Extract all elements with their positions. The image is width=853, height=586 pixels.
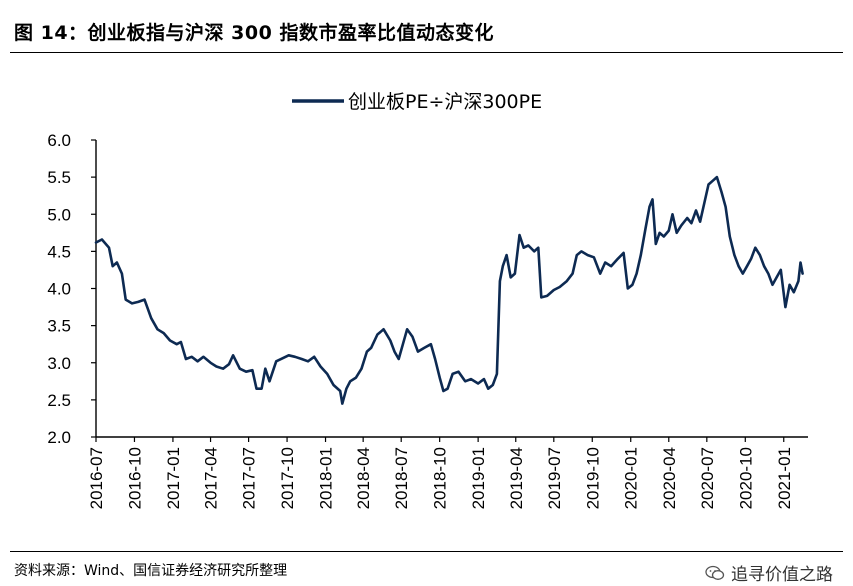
x-tick-label: 2019-04: [507, 447, 526, 509]
y-tick-label: 2.5: [47, 391, 71, 410]
x-tick-label: 2020-04: [660, 447, 679, 509]
legend-label: 创业板PE÷沪深300PE: [348, 91, 542, 113]
x-tick-label: 2020-10: [736, 447, 755, 509]
plot-area: [94, 175, 804, 405]
axes: [91, 139, 808, 442]
x-tick-label: 2021-01: [775, 447, 794, 509]
y-tick-label: 3.5: [47, 317, 71, 336]
wechat-icon: [705, 565, 725, 580]
y-axis-tick-labels: 2.0 2.5 3.0 3.5 4.0 4.5 5.0 5.5 6.0: [47, 131, 71, 447]
watermark-text: 追寻价值之路: [731, 565, 833, 585]
watermark: 追寻价值之路: [705, 560, 833, 585]
x-tick-label: 2020-07: [698, 447, 717, 509]
x-tick-label: 2019-07: [545, 447, 564, 509]
x-tick-label: 2017-07: [240, 447, 259, 509]
y-tick-label: 4.5: [47, 242, 71, 261]
x-tick-label: 2017-04: [202, 447, 221, 509]
source-note: 资料来源：Wind、国信证券经济研究所整理: [14, 563, 288, 579]
x-tick-label: 2017-01: [164, 447, 183, 509]
y-tick-label: 2.0: [47, 428, 71, 447]
y-tick-label: 5.5: [47, 168, 71, 187]
x-tick-label: 2018-10: [431, 447, 450, 509]
x-tick-label: 2018-07: [392, 447, 411, 509]
y-tick-label: 3.0: [47, 354, 71, 373]
legend: 创业板PE÷沪深300PE: [292, 91, 542, 113]
x-tick-label: 2020-01: [622, 447, 641, 509]
x-tick-label: 2019-01: [469, 447, 488, 509]
x-tick-label: 2017-10: [278, 447, 297, 509]
title-rule: [10, 52, 843, 53]
x-tick-label: 2018-04: [354, 447, 373, 509]
y-tick-label: 4.0: [47, 280, 71, 299]
x-tick-label: 2016-10: [125, 447, 144, 509]
x-tick-label: 2018-01: [317, 447, 336, 509]
x-tick-label: 2019-10: [583, 447, 602, 509]
x-axis-tick-labels: 2016-07 2016-10 2017-01 2017-04 2017-07 2017-…: [87, 447, 794, 509]
x-tick-label: 2016-07: [87, 447, 106, 509]
series-line: [94, 175, 804, 405]
figure-title: 图 14：创业板指与沪深 300 指数市盈率比值动态变化: [14, 22, 494, 44]
footer-rule: [10, 551, 843, 552]
y-tick-label: 5.0: [47, 205, 71, 224]
y-tick-label: 6.0: [47, 131, 71, 150]
